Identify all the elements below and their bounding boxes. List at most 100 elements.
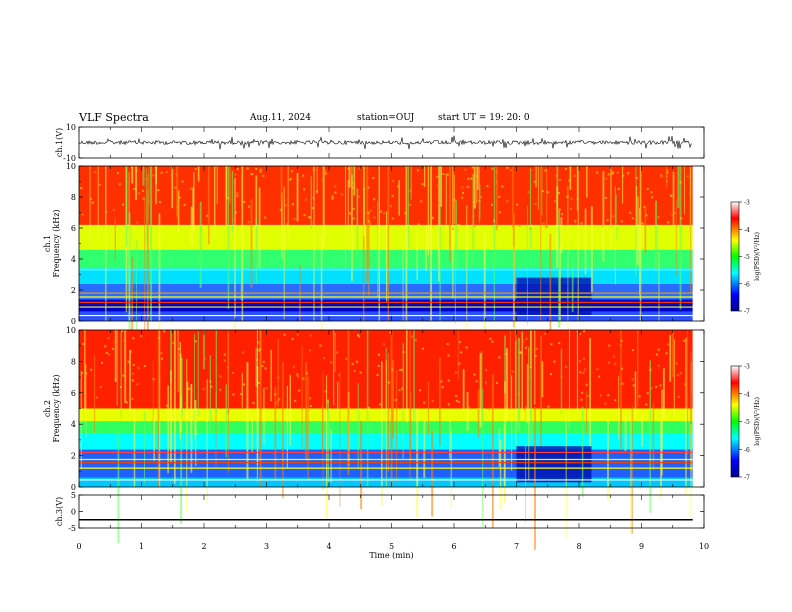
ch2-spectrogram-streak [641, 413, 643, 447]
ch2-spectrogram-speckle [608, 344, 611, 347]
ch1-spectrogram-streak [231, 170, 234, 233]
ch2-spectrogram-streak [80, 371, 82, 469]
ch2-spectrogram-streak [179, 341, 181, 440]
ch2-spectrogram-streak [321, 405, 324, 453]
xtick-label: 3 [264, 542, 269, 551]
ch2-spectrogram-streak [203, 330, 205, 370]
ch2-spectrogram-speckle [578, 360, 581, 363]
date-label: Aug.11, 2024 [250, 113, 311, 123]
ch1-spectrogram-speckle [620, 220, 623, 223]
ch2-spectrogram-streak [305, 361, 307, 460]
ch1-spectrogram-speckle [142, 197, 145, 200]
ch1-spectrogram-streak [402, 241, 404, 370]
ch2-spectrogram-ytick-label: 2 [71, 452, 76, 461]
ch1-spectrogram-speckle [457, 223, 460, 226]
ch2-spectrogram-streak [449, 411, 451, 459]
ch2-spectrogram-speckle [292, 365, 295, 368]
ch1-spectrogram-streak [455, 200, 457, 270]
ch2-spectrogram-streak [620, 330, 622, 451]
ch2-spectrogram-streak [540, 335, 542, 447]
ch1-spectrogram-streak [407, 166, 409, 249]
ch1-spectrogram-streak [387, 166, 390, 321]
ch2-spectrogram-speckle [667, 343, 670, 346]
ch1-spectrogram-streak [556, 166, 559, 211]
ch2-spectrogram-speckle [495, 381, 498, 384]
ch2-spectrogram-streak [624, 415, 627, 451]
ch1-spectrogram-streak [540, 166, 542, 321]
ch2-spectrogram-streak [504, 381, 506, 504]
ch1-spectrogram-speckle [534, 203, 537, 206]
ch2-spectrogram-speckle [107, 337, 110, 340]
ch2-spectrogram-speckle [401, 387, 404, 390]
ch1-spectrogram-speckle [352, 186, 355, 189]
ch1-spectrogram-streak [637, 196, 639, 266]
ch2-spectrogram-speckle [265, 386, 268, 389]
ch1-spectrogram-streak [466, 205, 468, 361]
ch1-spectrogram-speckle [264, 216, 267, 219]
ch2-spectrogram-speckle [319, 344, 322, 347]
ch1-spectrogram-streak [105, 166, 107, 321]
ch2-spectrogram-speckle [123, 397, 126, 400]
ch1-waveform-ytick-label: 10 [66, 123, 76, 132]
ch1-spectrogram-speckle [527, 191, 530, 194]
ch2-spectrogram-streak [334, 334, 336, 373]
ch2-spectrogram-speckle [336, 351, 339, 354]
ch1-spectrogram-colorbar-tick-label: -4 [744, 227, 750, 234]
ch2-spectrogram-streak [515, 340, 517, 447]
ch2-spectrogram-streak [511, 375, 513, 471]
ch2-spectrogram-streak [380, 361, 383, 506]
ch2-spectrogram-speckle [283, 333, 286, 336]
ch2-spectrogram-speckle [665, 352, 668, 355]
ch2-spectrogram-streak [690, 423, 692, 519]
ch1-spectrogram-streak [430, 166, 433, 321]
ch2-spectrogram-speckle [178, 347, 181, 350]
ch2-spectrogram-speckle [333, 332, 336, 335]
ch2-spectrogram-speckle [277, 399, 280, 402]
ch1-spectrogram-streak [287, 166, 289, 239]
ch2-spectrogram-streak [277, 338, 279, 408]
ch2-spectrogram-speckle [209, 380, 212, 383]
ch2-spectrogram-streak [347, 330, 350, 476]
ch2-spectrogram-speckle [210, 385, 213, 388]
ch2-spectrogram-speckle [99, 385, 102, 388]
ch1-spectrogram-speckle [157, 189, 160, 192]
ch1-spectrogram-speckle [380, 210, 383, 213]
ch1-spectrogram-ytick-label: 6 [71, 224, 76, 233]
ch2-spectrogram-speckle [447, 379, 450, 382]
ch1-spectrogram-streak [97, 166, 99, 240]
ch2-spectrogram-speckle [525, 346, 528, 349]
ch1-spectrogram-speckle [312, 196, 315, 199]
ch2-spectrogram-streak [450, 430, 452, 509]
ch1-spectrogram-speckle [135, 169, 138, 172]
ch2-spectrogram-speckle [657, 364, 660, 367]
ch1-spectrogram-speckle [467, 177, 470, 180]
ch2-spectrogram-speckle [243, 383, 246, 386]
ch2-spectrogram-streak [158, 330, 161, 487]
ch2-spectrogram-streak [124, 330, 127, 403]
ch2-spectrogram-speckle [379, 403, 382, 406]
ch2-spectrogram-speckle [355, 360, 358, 363]
ch2-spectrogram-streak [322, 372, 324, 490]
ch2-spectrogram-streak [84, 330, 86, 411]
ch2-spectrogram-streak [637, 330, 639, 407]
ch1-spectrogram-speckle [580, 222, 583, 225]
ch1-waveform-ytick-label: -10 [63, 154, 76, 163]
ch2-spectrogram-speckle [367, 406, 370, 409]
ch1-spectrogram-streak [655, 200, 657, 271]
ch1-spectrogram-speckle [557, 192, 560, 195]
ch1-spectrogram-speckle [529, 227, 532, 230]
ch1-spectrogram-speckle [651, 196, 654, 199]
ch1-spectrogram-streak [125, 166, 128, 247]
ch2-spectrogram-speckle [423, 401, 426, 404]
ch1-spectrogram-speckle [506, 200, 509, 203]
ch2-spectrogram-streak [241, 372, 243, 408]
ch2-spectrogram-speckle [485, 369, 488, 372]
ch1-spectrogram-speckle [611, 172, 614, 175]
ch2-spectrogram-streak [391, 359, 394, 439]
ch1-spectrogram-streak [537, 166, 539, 210]
ch2-spectrogram-speckle [596, 368, 599, 371]
ch1-spectrogram-streak [416, 228, 418, 281]
ch2-spectrogram-streak [462, 369, 465, 412]
ch2-spectrogram-streak [687, 330, 689, 456]
